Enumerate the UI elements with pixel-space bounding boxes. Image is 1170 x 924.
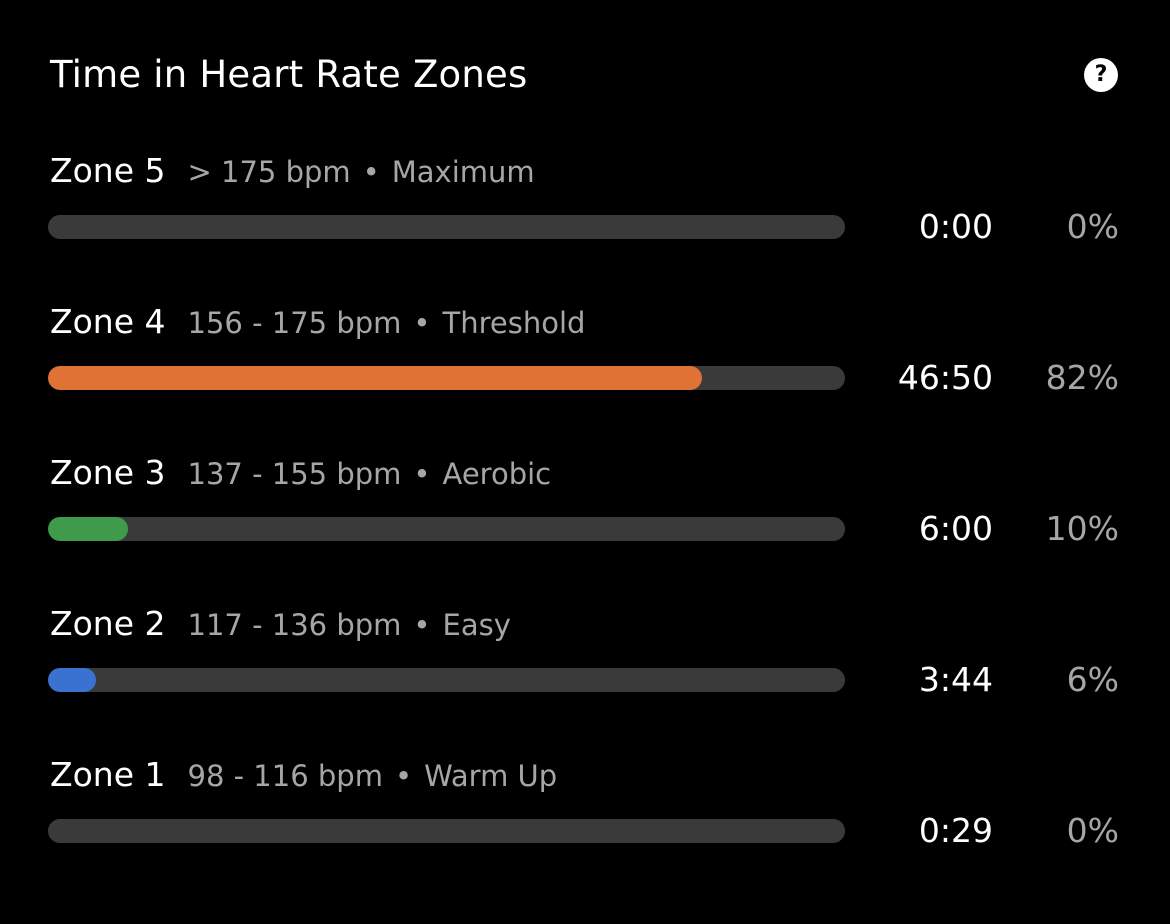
- zone-label: Zone 1 98 - 116 bpm • Warm Up: [50, 755, 557, 795]
- zone-percent: 10%: [1045, 509, 1119, 548]
- zone-percent: 0%: [1066, 811, 1119, 850]
- zone-percent: 6%: [1066, 660, 1119, 699]
- zone-time: 6:00: [918, 509, 993, 548]
- zone-row-3: Zone 3 137 - 155 bpm • Aerobic 6:00 10%: [0, 453, 1170, 573]
- zone-percent: 0%: [1066, 207, 1119, 246]
- zone-progress-track: [48, 668, 845, 692]
- separator-dot: •: [394, 759, 413, 793]
- zone-label: Zone 4 156 - 175 bpm • Threshold: [50, 302, 585, 342]
- zone-name: Zone 5: [50, 151, 166, 190]
- zone-range: 98 - 116 bpm: [187, 759, 383, 793]
- zone-name: Zone 3: [50, 453, 166, 492]
- zone-name: Zone 4: [50, 302, 166, 341]
- zone-label: Zone 5 > 175 bpm • Maximum: [50, 151, 535, 191]
- zone-time: 0:29: [918, 811, 993, 850]
- zone-name: Zone 1: [50, 755, 166, 794]
- zone-row-1: Zone 1 98 - 116 bpm • Warm Up 0:29 0%: [0, 755, 1170, 875]
- zone-range: 156 - 175 bpm: [187, 306, 402, 340]
- zone-time: 46:50: [897, 358, 993, 397]
- zone-time: 3:44: [918, 660, 993, 699]
- zone-range: 137 - 155 bpm: [187, 457, 402, 491]
- zone-label: Zone 3 137 - 155 bpm • Aerobic: [50, 453, 551, 493]
- card-title: Time in Heart Rate Zones: [50, 53, 528, 96]
- zone-range: > 175 bpm: [187, 155, 351, 189]
- zone-progress-track: [48, 517, 845, 541]
- zone-row-4: Zone 4 156 - 175 bpm • Threshold 46:50 82%: [0, 302, 1170, 422]
- zone-description: Easy: [442, 608, 511, 642]
- zone-name: Zone 2: [50, 604, 166, 643]
- zone-description: Threshold: [442, 306, 586, 340]
- zone-progress-track: [48, 819, 845, 843]
- separator-dot: •: [413, 608, 431, 642]
- zone-description: Aerobic: [442, 457, 552, 491]
- zone-label: Zone 2 117 - 136 bpm • Easy: [50, 604, 511, 644]
- zone-row-5: Zone 5 > 175 bpm • Maximum 0:00 0%: [0, 151, 1170, 271]
- zone-description: Maximum: [391, 155, 535, 189]
- zone-description: Warm Up: [424, 759, 558, 793]
- zone-progress-fill: [48, 366, 702, 390]
- separator-dot: •: [413, 306, 431, 340]
- separator-dot: •: [413, 457, 431, 491]
- zone-progress-fill: [48, 517, 128, 541]
- zone-progress-track: [48, 366, 845, 390]
- zone-progress-fill: [48, 668, 96, 692]
- zone-row-2: Zone 2 117 - 136 bpm • Easy 3:44 6%: [0, 604, 1170, 724]
- separator-dot: •: [362, 155, 380, 189]
- zone-range: 117 - 136 bpm: [187, 608, 402, 642]
- zone-percent: 82%: [1045, 358, 1119, 397]
- zone-progress-track: [48, 215, 845, 239]
- question-circle-icon[interactable]: ?: [1084, 58, 1118, 92]
- zone-time: 0:00: [918, 207, 993, 246]
